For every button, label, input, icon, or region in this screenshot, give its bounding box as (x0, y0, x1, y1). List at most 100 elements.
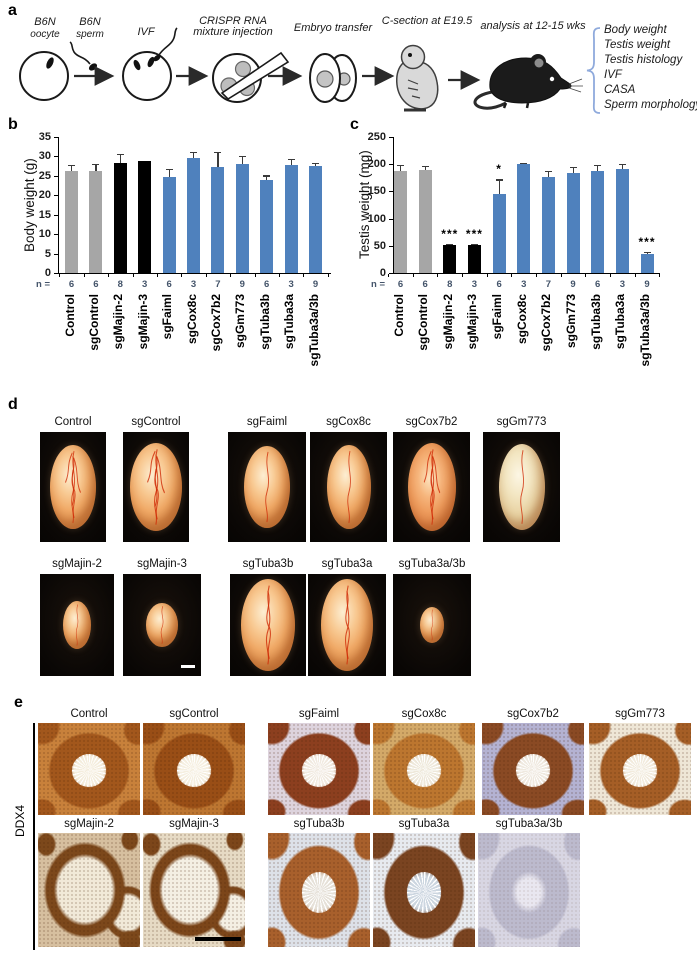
x-tick (388, 274, 390, 277)
n-value: 8 (447, 279, 453, 290)
x-tick (610, 274, 612, 277)
x-tick (230, 274, 232, 277)
brace-icon (586, 27, 601, 114)
x-tick (278, 274, 280, 277)
y-tick-label: 25 (38, 169, 51, 182)
n-value: 3 (288, 279, 294, 290)
tubule-lumen (176, 754, 212, 788)
x-axis (393, 273, 660, 274)
testis-shape (130, 443, 182, 531)
bar (138, 161, 152, 273)
histology-image (268, 723, 370, 815)
testis-photo (393, 574, 471, 676)
tubule-staining (143, 723, 245, 815)
category-label: sgGm773 (233, 294, 248, 349)
histology-image (589, 723, 691, 815)
histology-label: sgControl (169, 708, 219, 720)
n-value: 7 (215, 279, 221, 290)
n-value: 6 (68, 279, 75, 290)
step-label-oocyte-line1: B6N (34, 16, 56, 28)
bar (260, 179, 274, 273)
analysis-item: Testis histology (604, 54, 683, 66)
n-value: 6 (595, 279, 601, 290)
scale-bar (195, 936, 241, 941)
y-tick (389, 191, 393, 193)
x-tick (156, 274, 158, 277)
step-label-crispr-line1: CRISPR RNA (199, 15, 267, 27)
category-label: sgFaiml (490, 294, 505, 340)
error-bar (168, 169, 170, 178)
n-value: 6 (264, 279, 270, 290)
category-label: sgControl (416, 294, 431, 351)
x-tick (634, 274, 636, 277)
x-tick (181, 274, 183, 277)
significance-stars: *** (441, 227, 459, 242)
testis-shape (146, 603, 178, 647)
error-bar (572, 166, 574, 174)
error-bar (71, 164, 73, 172)
error-bar-cap (569, 166, 577, 169)
x-tick (412, 274, 414, 277)
histology-label: sgCox8c (401, 708, 447, 720)
x-tick (327, 274, 329, 277)
analysis-item: Sperm morphology (604, 99, 697, 111)
analysis-item: CASA (604, 84, 636, 96)
testis-shape (498, 444, 545, 530)
error-bar-cap (397, 165, 404, 167)
histology-image (143, 833, 245, 947)
error-bar (400, 165, 402, 171)
n-value: 3 (190, 279, 197, 290)
y-tick-label: 100 (367, 212, 386, 225)
y-tick (389, 164, 393, 166)
tubule-staining (143, 833, 245, 947)
scale-bar (181, 665, 195, 668)
blood-vessels (346, 450, 351, 524)
tubule-lumen (301, 754, 337, 788)
histology-image (143, 723, 245, 815)
photo-label: sgTuba3a/3b (398, 558, 466, 570)
error-bar-cap (238, 156, 246, 158)
blood-vessels (65, 450, 81, 524)
blood-vessels (423, 449, 440, 525)
newborn-pup-icon (396, 44, 439, 112)
error-bar (597, 165, 599, 171)
oocyte-icon (19, 51, 69, 101)
y-tick (54, 214, 58, 216)
x-tick (486, 274, 488, 277)
error-bar-cap (214, 151, 222, 153)
bar (615, 168, 629, 273)
bar (467, 244, 481, 273)
tubule-lumen (515, 754, 551, 788)
step-label-sperm-line2: sperm (76, 29, 104, 40)
error-bar-cap (312, 163, 319, 165)
category-label: sgTuba3b (257, 294, 272, 350)
y-axis (393, 137, 394, 274)
n-value: 9 (312, 279, 319, 290)
y-tick-label: 10 (38, 228, 51, 241)
error-bar (424, 165, 426, 170)
error-bar-cap (446, 244, 454, 246)
x-axis (58, 273, 331, 274)
workflow-diagram (19, 27, 601, 114)
error-bar (217, 151, 219, 167)
x-tick (303, 274, 305, 277)
testis-shape (407, 443, 456, 531)
error-bar-cap (618, 163, 626, 165)
ddx4-bracket (33, 723, 35, 950)
testis-photo (123, 574, 201, 676)
x-tick (560, 274, 562, 277)
error-bar (241, 156, 243, 165)
error-bar-cap (594, 165, 602, 167)
histology-label: sgTuba3a (398, 818, 450, 830)
y-tick (54, 175, 58, 177)
histology-label: sgTuba3b (293, 818, 345, 830)
bar (211, 166, 225, 273)
step-label-oocyte-line2: oocyte (30, 29, 60, 40)
testis-photo (230, 574, 306, 676)
error-bar (315, 163, 317, 166)
category-label: sgGm773 (564, 294, 579, 349)
n-value: 3 (619, 279, 625, 290)
testis-photo (228, 432, 306, 542)
panel-e-letter: e (14, 694, 23, 711)
testis-shape (244, 446, 290, 528)
